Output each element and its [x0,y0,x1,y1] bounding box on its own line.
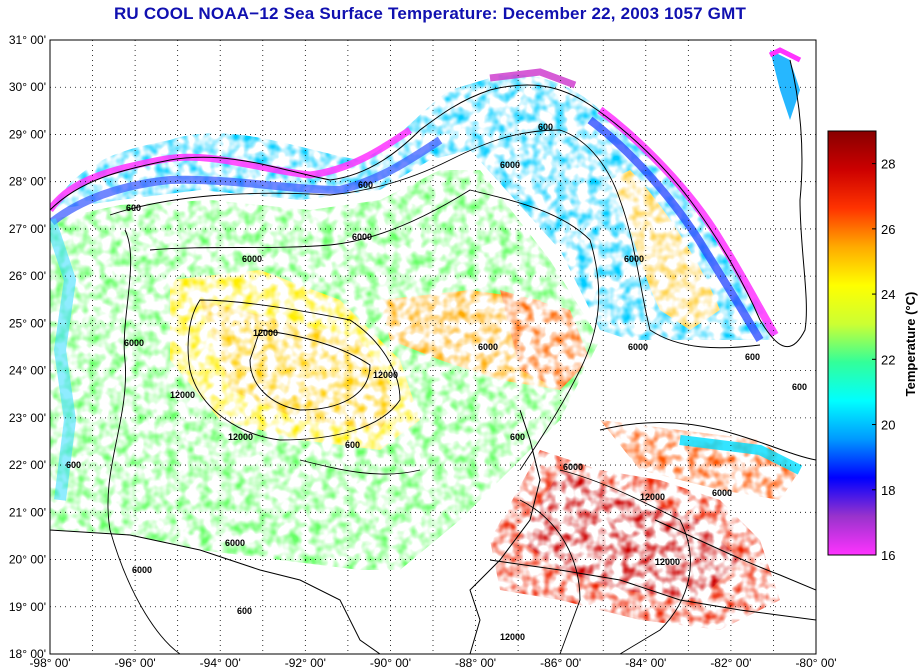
contour-label: 12000 [640,492,665,502]
contour-label: 6000 [242,254,262,264]
contour-label: 6000 [225,538,245,548]
colorbar-title: Temperature (°C) [903,292,918,397]
contour-label: 600 [538,122,553,132]
latitude-tick-label: 28° 00' [9,175,46,189]
contour-label: 6000 [628,342,648,352]
contour-label: 12000 [170,390,195,400]
colorbar-tick-labels: 16 18 20 22 24 26 28 [872,157,895,563]
contour-label: 600 [345,440,360,450]
colorbar-tick-label: 18 [881,483,895,498]
contour-label: 6000 [500,160,520,170]
contour-label: 6000 [563,462,583,472]
contour-label: 6000 [478,342,498,352]
colorbar-tick-label: 26 [881,222,895,237]
colorbar-tick-label: 16 [881,548,895,563]
colorbar [827,130,877,556]
latitude-tick-label: 18° 00' [9,647,46,661]
contour-label: 12000 [253,328,278,338]
longitude-tick-label: -88° 00' [455,656,496,670]
latitude-tick-label: 23° 00' [9,411,46,425]
contour-label: 6000 [352,232,372,242]
longitude-tick-label: -94° 00' [200,656,241,670]
longitude-tick-label: -80° 00' [795,656,836,670]
contour-label: 600 [510,432,525,442]
longitude-tick-label: -84° 00' [625,656,666,670]
contour-label: 6000 [132,565,152,575]
latitude-tick-label: 26° 00' [9,269,46,283]
latitude-tick-label: 19° 00' [9,600,46,614]
bathymetry-contours [107,129,761,654]
contour-label: 600 [745,352,760,362]
contour-label: 600 [237,606,252,616]
contour-label: 6000 [624,254,644,264]
longitude-tick-label: -86° 00' [540,656,581,670]
latitude-tick-label: 25° 00' [9,316,46,330]
coastline [50,59,816,654]
contour-label: 600 [358,180,373,190]
contour-label: 600 [126,203,141,213]
longitude-tick-label: -98° 00' [29,656,70,670]
contour-label: 12000 [228,432,253,442]
colorbar-tick-label: 20 [881,418,895,433]
longitude-tick-label: -90° 00' [370,656,411,670]
colorbar-tick-label: 28 [881,157,895,172]
map-frame [49,39,817,655]
longitude-tick-label: -92° 00' [285,656,326,670]
longitude-tick-labels: -98° 00' -96° 00' -94° 00' -92° 00' -90° 00'… [29,656,836,670]
contour-label: 600 [792,382,807,392]
latitude-tick-labels: 31° 00' 30° 00' 29° 00' 28° 00' 27° 00' 26° 0… [9,33,46,661]
latitude-tick-label: 20° 00' [9,553,46,567]
latitude-tick-label: 22° 00' [9,458,46,472]
contour-labels: 600 600 600 600 600 600 600 6000 6000 60… [66,122,807,642]
colorbar-tick-label: 24 [881,287,895,302]
colorbar-tick-label: 22 [881,352,895,367]
contour-label: 12000 [500,632,525,642]
latitude-tick-label: 30° 00' [9,80,46,94]
contour-label: 6000 [124,338,144,348]
longitude-tick-label: -82° 00' [710,656,751,670]
longitude-tick-label: -96° 00' [115,656,156,670]
contour-label: 12000 [373,370,398,380]
latitude-tick-label: 27° 00' [9,222,46,236]
contour-label: 6000 [712,488,732,498]
latitude-tick-label: 21° 00' [9,505,46,519]
contour-label: 600 [66,460,81,470]
map-title: RU COOL NOAA−12 Sea Surface Temperature:… [113,4,747,23]
latitude-tick-label: 24° 00' [9,364,46,378]
contour-label: 12000 [655,557,680,567]
latitude-tick-label: 31° 00' [9,33,46,47]
latitude-tick-label: 29° 00' [9,127,46,141]
